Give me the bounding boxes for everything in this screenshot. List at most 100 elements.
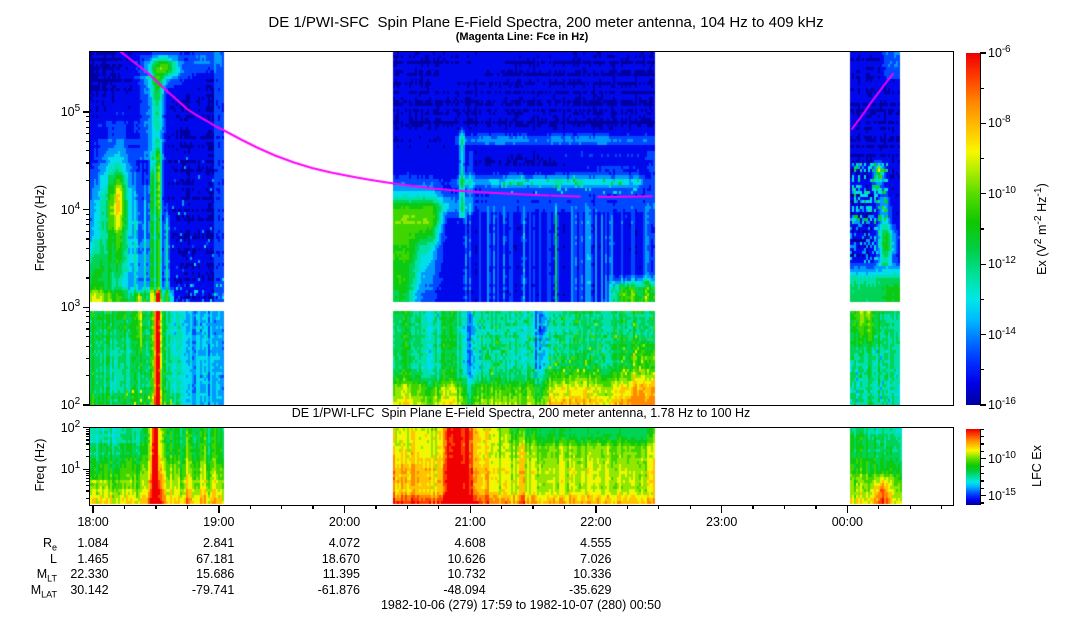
lfc-y-minor-tick [86,470,90,472]
time-minor-tick [626,504,629,509]
colorbar-tick-label: 10-16 [988,396,1016,413]
colorbar-major-tick [979,333,986,336]
sfc-y-major-tick [83,111,90,113]
colorbar-tick-label: 10-14 [988,325,1016,342]
time-minor-tick [186,504,189,509]
lfc-y-minor-tick [86,433,90,435]
colorbar-minor-tick [979,450,984,453]
time-major-tick [469,504,471,513]
time-major-tick [343,504,346,513]
lfc-y-minor-tick [86,490,90,492]
colorbar-minor-tick [979,465,984,467]
time-minor-tick [783,504,786,509]
ephemeris-value: 10.732 [447,567,486,582]
superscript: -1 [1032,187,1044,197]
colorbar-minor-tick [979,443,984,445]
time-minor-tick [312,504,314,509]
colorbar-major-tick [979,193,986,195]
superscript: 1 [74,460,81,472]
sfc-y-minor-tick [86,357,90,359]
ephemeris-value: 4.555 [580,536,612,550]
ephemeris-row-label: MLT [36,567,57,584]
time-tick-label: 19:00 [203,514,235,529]
time-minor-tick [375,504,377,509]
sfc-y-tick-label: 105 [60,102,80,120]
time-minor-tick [249,504,251,509]
superscript: -10 [1001,184,1016,196]
superscript: -6 [1001,44,1011,55]
sfc-y-minor-tick [86,115,90,118]
lfc-colorbar [966,428,980,505]
superscript: -15 [1001,486,1016,498]
ephemeris-value: -79.741 [191,582,235,597]
sfc-colorbar-title: Ex (V2 m-2 Hz-1) [1032,183,1050,275]
time-tick-label: 18:00 [77,514,109,529]
sfc-y-minor-tick [86,321,90,324]
colorbar-minor-tick [979,228,984,230]
sfc-y-minor-tick [86,218,90,220]
lfc-y-minor-tick [86,475,90,477]
sfc-y-major-tick [83,404,90,406]
ephemeris-value: 10.336 [573,567,612,582]
lfc-spectrogram-canvas [90,428,953,505]
lfc-y-minor-tick [86,436,90,438]
colorbar-major-tick [979,52,986,54]
ephemeris-value: 15.686 [196,567,235,582]
sfc-y-minor-tick [86,336,90,338]
colorbar-minor-tick [979,428,984,431]
sfc-y-minor-tick [86,316,90,318]
time-minor-tick [563,504,566,509]
lfc-y-minor-tick [86,472,90,474]
lfc-y-minor-tick [86,456,90,458]
colorbar-minor-tick [979,87,984,89]
time-major-tick [92,504,94,513]
lfc-y-minor-tick [86,428,90,430]
lfc-panel-frame [89,426,954,506]
colorbar-tick-label: 10-15 [988,486,1016,503]
sfc-y-minor-tick [86,230,90,232]
lfc-y-tick-label: 101 [60,460,81,477]
time-minor-tick [155,504,157,509]
time-tick-label: 00:00 [831,514,863,529]
lfc-y-minor-tick [86,477,90,480]
time-tick-label: 20:00 [328,514,361,529]
time-minor-tick [752,504,754,509]
superscript: 3 [74,298,81,310]
colorbar-tick-label: 10-12 [988,255,1016,272]
superscript: -14 [1001,325,1016,337]
time-tick-label: 23:00 [706,514,738,529]
time-minor-tick [909,504,911,509]
time-minor-tick [280,504,283,509]
ephemeris-value: 7.026 [580,551,612,566]
lfc-y-minor-tick [86,448,90,450]
time-range-caption: 1982-10-06 (279) 17:59 to 1982-10-07 (28… [380,598,662,612]
colorbar-minor-tick [979,436,984,438]
time-minor-tick [815,504,817,509]
sfc-y-minor-tick [86,247,90,250]
ephemeris-value: 4.608 [454,536,486,550]
colorbar-major-tick [979,122,986,125]
colorbar-major-tick [979,404,986,406]
superscript: 2 [74,396,81,407]
colorbar-minor-tick [979,502,984,504]
ephemeris-value: 22.330 [70,567,109,582]
sfc-y-minor-tick [86,374,90,377]
lfc-y-axis-title: Freq (Hz) [33,438,47,492]
colorbar-minor-tick [979,369,984,371]
sfc-y-minor-tick [86,311,90,313]
ephemeris-value: -48.094 [443,582,486,597]
lfc-y-minor-tick [86,439,90,441]
superscript: -10 [1001,449,1016,461]
sfc-y-major-tick [83,306,90,309]
colorbar-minor-tick [979,157,984,160]
time-minor-tick [406,504,409,509]
sfc-spectrogram-canvas [90,52,953,405]
figure-title: DE 1/PWI-SFC Spin Plane E-Field Spectra,… [268,14,824,31]
sfc-y-minor-tick [86,238,90,240]
superscript: -2 [1032,215,1044,225]
colorbar-minor-tick [979,487,984,489]
superscript: 2 [74,418,81,430]
colorbar-tick-label: 10-6 [988,44,1011,61]
sfc-y-minor-tick [86,213,90,215]
lfc-y-minor-tick [86,497,90,499]
